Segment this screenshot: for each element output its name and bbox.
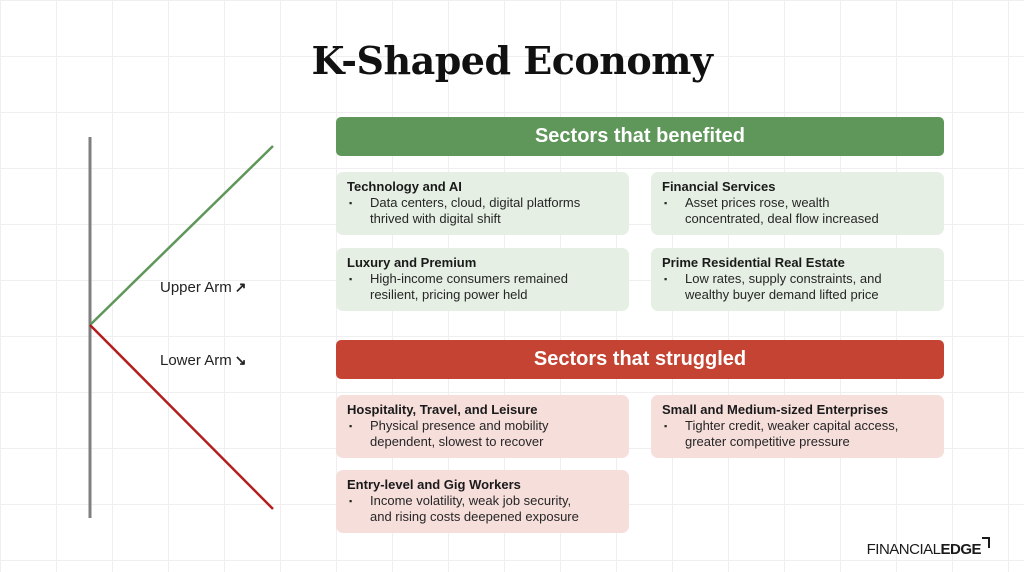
bullet-icon: ▪ [349, 274, 353, 284]
bullet-icon: ▪ [664, 198, 668, 208]
card-technology-and-ai: Technology and AI ▪ Data centers, cloud,… [336, 172, 629, 235]
page-title: K-Shaped Economy [311, 38, 713, 83]
card-text-line: resilient, pricing power held [370, 287, 528, 302]
bullet-icon: ▪ [349, 421, 353, 431]
card-hospitality-travel-leisure: Hospitality, Travel, and Leisure ▪ Physi… [336, 395, 629, 458]
card-text-line: High-income consumers remained [370, 271, 568, 286]
card-title: Financial Services [662, 179, 776, 194]
upper-arm-label: Upper Arm ↗ [160, 279, 246, 296]
bullet-icon: ▪ [664, 274, 668, 284]
k-lower-arm-line [89, 324, 274, 510]
card-title: Luxury and Premium [347, 255, 477, 270]
card-text-line: Income volatility, weak job security, [370, 493, 572, 508]
card-text-line: wealthy buyer demand lifted price [685, 287, 879, 302]
card-text-line: and rising costs deepened exposure [370, 509, 579, 524]
card-prime-residential-real-estate: Prime Residential Real Estate ▪ Low rate… [651, 248, 944, 311]
bullet-icon: ▪ [349, 496, 353, 506]
card-luxury-and-premium: Luxury and Premium ▪ High-income consume… [336, 248, 629, 311]
arrow-down-right-icon: ↘ [234, 352, 247, 368]
brand-name-part1: FINANCIAL [866, 541, 941, 558]
card-title: Small and Medium-sized Enterprises [662, 402, 889, 417]
card-title: Entry-level and Gig Workers [347, 477, 521, 492]
card-entry-level-and-gig-workers: Entry-level and Gig Workers ▪ Income vol… [336, 470, 629, 533]
brand-corner-icon [982, 537, 990, 548]
arrow-up-right-icon: ↗ [234, 279, 247, 295]
brand-name-part2: EDGE [940, 541, 981, 558]
card-text-line: Tighter credit, weaker capital access, [685, 418, 899, 433]
financial-edge-logo: FINANCIALEDGE [867, 537, 990, 558]
benefited-heading: Sectors that benefited [336, 117, 944, 156]
card-small-and-medium-enterprises: Small and Medium-sized Enterprises ▪ Tig… [651, 395, 944, 458]
card-text-line: Physical presence and mobility [370, 418, 549, 433]
card-title: Technology and AI [347, 179, 462, 194]
card-text-line: thrived with digital shift [370, 211, 501, 226]
card-text-line: Data centers, cloud, digital platforms [370, 195, 581, 210]
lower-arm-label: Lower Arm ↘ [160, 352, 246, 369]
card-text-line: dependent, slowest to recover [370, 434, 544, 449]
card-text-line: greater competitive pressure [685, 434, 850, 449]
upper-arm-text: Upper Arm [160, 279, 232, 296]
bullet-icon: ▪ [349, 198, 353, 208]
card-text-line: concentrated, deal flow increased [685, 211, 879, 226]
card-title: Hospitality, Travel, and Leisure [347, 402, 538, 417]
card-title: Prime Residential Real Estate [662, 255, 845, 270]
card-financial-services: Financial Services ▪ Asset prices rose, … [651, 172, 944, 235]
bullet-icon: ▪ [664, 421, 668, 431]
k-upper-arm-line [89, 145, 274, 326]
struggled-heading: Sectors that struggled [336, 340, 944, 379]
card-text-line: Asset prices rose, wealth [685, 195, 830, 210]
k-shape-diagram [88, 137, 274, 518]
card-text-line: Low rates, supply constraints, and [685, 271, 882, 286]
lower-arm-text: Lower Arm [160, 352, 232, 369]
